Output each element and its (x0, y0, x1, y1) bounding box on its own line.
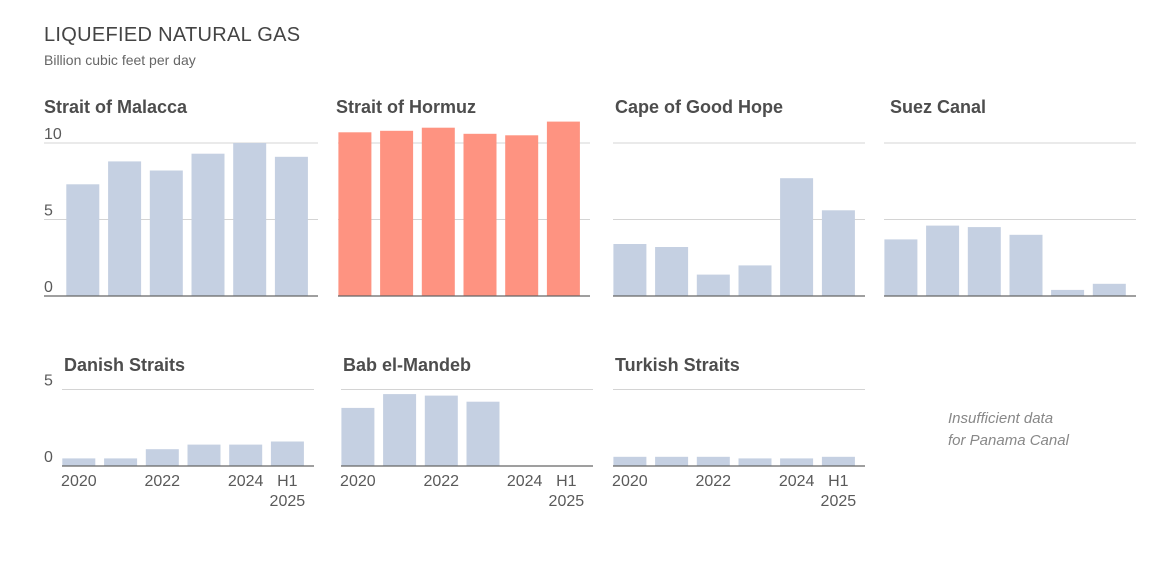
panel-bab-el-mandeb: Bab el-Mandeb 2020 2022 2024 H1 2025 (340, 355, 593, 510)
bar-h1-2025 (270, 441, 304, 466)
x-tick-label-line: 2025 (821, 493, 857, 510)
x-tick-label: H1 2025 (549, 473, 585, 510)
bar-2020 (884, 239, 918, 296)
panel-title: Strait of Malacca (44, 97, 188, 117)
y-tick-label: 5 (44, 373, 53, 390)
bar-h1-2025 (274, 156, 308, 296)
x-tick-label: 2020 (612, 473, 648, 490)
panel-title: Danish Straits (64, 355, 185, 375)
bar-2020 (62, 458, 96, 467)
bar-h1-2025 (546, 121, 580, 296)
x-tick-label-line: 2022 (423, 473, 459, 490)
bar-2023 (463, 133, 497, 296)
bar-2024 (505, 135, 539, 296)
bar-2022 (421, 127, 455, 296)
bar-h1-2025 (1092, 283, 1126, 296)
panel-strait-of-malacca: Strait of Malacca 0 5 10 (44, 97, 318, 297)
bar-2021 (108, 161, 142, 296)
panel-title: Strait of Hormuz (336, 97, 476, 117)
x-tick-label-line: 2020 (612, 473, 648, 490)
panama-note: Insufficient data for Panama Canal (948, 410, 1070, 449)
bar-2023 (1009, 234, 1043, 296)
x-tick-label-line: 2024 (507, 473, 543, 490)
bar-2024 (229, 444, 263, 466)
bar-2020 (613, 456, 647, 466)
x-tick-label: 2022 (695, 473, 731, 490)
bar-2021 (926, 225, 960, 296)
x-tick-label-line: 2020 (61, 473, 97, 490)
bar-2021 (655, 247, 689, 296)
panel-title: Suez Canal (890, 97, 986, 117)
bar-2020 (338, 132, 372, 296)
chart-subtitle: Billion cubic feet per day (44, 52, 196, 68)
bar-2023 (466, 401, 500, 466)
bar-2020 (613, 244, 647, 296)
x-tick-label-line: H1 (828, 473, 849, 490)
bar-2024 (780, 178, 814, 296)
bar-2023 (191, 153, 225, 296)
panel-title: Bab el-Mandeb (343, 355, 471, 375)
bar-2020 (66, 184, 100, 296)
x-tick-label-line: H1 (556, 473, 577, 490)
y-tick-label: 0 (44, 449, 53, 466)
x-tick-label: 2024 (507, 473, 543, 490)
y-tick-label: 10 (44, 126, 62, 143)
panels-group: Strait of Malacca 0 5 10 Strait of Hormuz Cap… (44, 97, 1136, 510)
bar-2021 (383, 394, 417, 466)
chart-title: LIQUEFIED NATURAL GAS (44, 24, 300, 46)
panama-note-line-1: Insufficient data (948, 410, 1053, 427)
x-tick-label-line: 2022 (144, 473, 180, 490)
y-tick-label: 5 (44, 203, 53, 220)
bar-2022 (149, 170, 183, 296)
bar-2024 (1051, 289, 1085, 296)
x-tick-label-line: 2020 (340, 473, 376, 490)
panel-suez-canal: Suez Canal (884, 97, 1136, 297)
bar-2023 (738, 265, 772, 296)
x-tick-label-line: 2022 (695, 473, 731, 490)
panel-title: Turkish Straits (615, 355, 740, 375)
bar-2022 (967, 227, 1001, 296)
panel-strait-of-hormuz: Strait of Hormuz (336, 97, 590, 297)
bar-2021 (655, 456, 689, 466)
bar-2022 (424, 395, 458, 466)
bar-2022 (696, 274, 730, 296)
x-tick-label: 2024 (228, 473, 264, 490)
bar-2021 (380, 130, 414, 296)
y-tick-label: 0 (44, 279, 53, 296)
x-tick-label-line: 2024 (228, 473, 264, 490)
x-tick-label: 2024 (779, 473, 815, 490)
bar-2023 (187, 444, 221, 466)
x-tick-label: 2022 (144, 473, 180, 490)
panama-note-line-2: for Panama Canal (948, 432, 1070, 449)
bar-h1-2025 (821, 210, 855, 296)
bar-2022 (145, 449, 179, 466)
bar-2020 (341, 407, 375, 466)
bar-2021 (104, 458, 138, 467)
panel-turkish-straits: Turkish Straits 2020 2022 2024 H1 2025 (612, 355, 865, 510)
x-tick-label: H1 2025 (270, 473, 306, 510)
bar-h1-2025 (821, 456, 855, 466)
x-tick-label-line: 2025 (549, 493, 585, 510)
panel-cape-of-good-hope: Cape of Good Hope (613, 97, 865, 297)
x-tick-label-line: H1 (277, 473, 298, 490)
panel-title: Cape of Good Hope (615, 97, 783, 117)
x-tick-label: 2020 (61, 473, 97, 490)
bar-2023 (738, 458, 772, 467)
x-tick-label: H1 2025 (821, 473, 857, 510)
x-tick-label-line: 2025 (270, 493, 306, 510)
x-tick-label-line: 2024 (779, 473, 815, 490)
panel-danish-straits: Danish Straits 0 5 2020 2022 2024 H1 2025 (44, 355, 314, 510)
bar-2024 (233, 143, 267, 296)
x-tick-label: 2020 (340, 473, 376, 490)
bar-2022 (696, 456, 730, 466)
x-tick-label: 2022 (423, 473, 459, 490)
bar-2024 (780, 458, 814, 467)
